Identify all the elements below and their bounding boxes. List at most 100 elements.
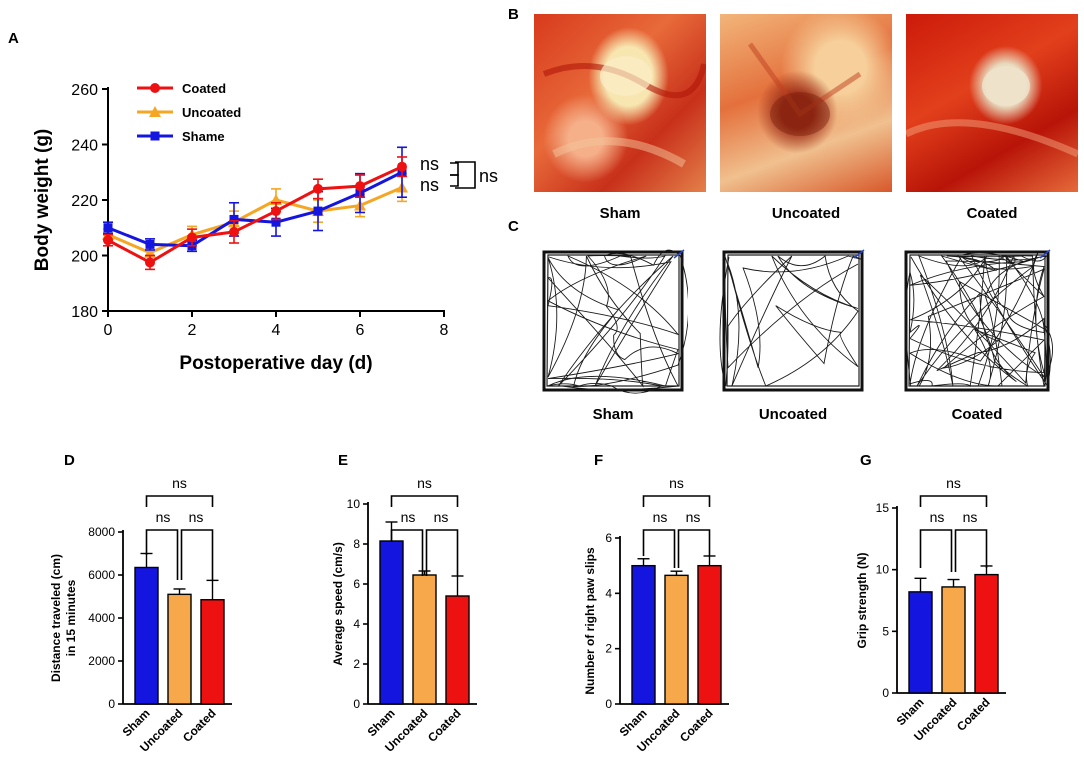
bracket-top — [390, 495, 459, 507]
series-line-uncoated — [107, 186, 403, 255]
y-tick-label: 220 — [71, 193, 98, 210]
y-tick-label: 6000 — [88, 568, 115, 582]
panel-label-a: A — [8, 30, 19, 47]
y-axis-title: in 15 minutes — [64, 579, 78, 656]
y-tick-label: 2 — [605, 642, 612, 656]
y-axis-title: Distance traveled (cm) — [49, 554, 63, 682]
y-tick-label: 6 — [353, 577, 360, 591]
significance-label: ns — [963, 509, 978, 525]
data-point — [313, 206, 323, 216]
data-point — [103, 223, 113, 233]
panel-label-d: D — [64, 452, 75, 469]
significance-label: ns — [189, 509, 204, 525]
data-point — [229, 226, 239, 237]
bar-coated — [697, 564, 722, 705]
movement-trace — [719, 255, 861, 387]
data-point — [313, 183, 323, 194]
movement-trace — [547, 249, 688, 394]
y-tick-label: 8000 — [88, 525, 115, 539]
y-tick-label: 2000 — [88, 654, 115, 668]
bar-sham — [134, 566, 159, 705]
category-label: Coated — [954, 695, 993, 734]
x-tick-label: 8 — [440, 322, 449, 339]
bracket-right — [954, 529, 988, 572]
panel-label-b: B — [508, 6, 519, 23]
category-label: Coated — [425, 706, 464, 745]
bracket-upper — [450, 162, 459, 176]
chart-body-weight: 180 200 220 240 260 0 2 4 6 8 Postoperative day (d… — [32, 81, 498, 374]
data-point — [145, 239, 155, 249]
legend-label: Coated — [182, 81, 226, 96]
y-tick-label: 2 — [353, 657, 360, 671]
bracket-top — [642, 495, 711, 507]
significance-label: ns — [946, 475, 961, 491]
x-tick-label: 2 — [188, 322, 197, 339]
significance-label: ns — [401, 509, 416, 525]
legend-label: Uncoated — [182, 105, 241, 120]
bracket-right — [677, 529, 711, 568]
photo-label-sham: Sham — [599, 205, 641, 222]
y-tick-label: 5 — [882, 624, 889, 638]
legend-label: Shame — [182, 129, 225, 144]
arena-border-inner — [546, 254, 680, 387]
panel-label-e: E — [338, 452, 349, 469]
data-point — [229, 214, 239, 224]
significance-label: ns — [172, 475, 187, 491]
bracket-top — [919, 495, 988, 507]
chart-distance: 02000400060008000ShamUncoatedCoatedDista… — [49, 475, 232, 755]
x-axis-title: Postoperative day (d) — [179, 353, 372, 374]
bar-coated — [445, 595, 470, 705]
legend-marker — [150, 131, 160, 141]
series-line-coated — [107, 165, 403, 265]
significance-label: ns — [669, 475, 684, 491]
track-label-sham: Sham — [592, 406, 634, 423]
track-marker — [853, 249, 865, 259]
track-marker — [1039, 249, 1051, 259]
bar-sham — [631, 564, 656, 705]
y-axis-title: Average speed (cm/s) — [331, 542, 345, 666]
significance-label: ns — [420, 154, 439, 174]
significance-label: ns — [420, 175, 439, 195]
y-tick-label: 0 — [882, 686, 889, 700]
panel-label-c: C — [508, 218, 519, 235]
bar-uncoated — [941, 586, 966, 694]
y-axis-title: Grip strength (N) — [855, 553, 869, 649]
bracket-right — [425, 529, 459, 576]
arena-border — [722, 250, 864, 392]
photo-label-coated: Coated — [966, 205, 1018, 222]
panel-label-g: G — [860, 452, 872, 469]
y-tick-label: 0 — [353, 697, 360, 711]
data-point — [355, 181, 365, 192]
x-tick-label: 4 — [272, 322, 281, 339]
track-label-coated: Coated — [951, 406, 1003, 423]
significance-label: ns — [417, 475, 432, 491]
photo-coated — [906, 14, 1078, 192]
category-label: Coated — [180, 706, 219, 745]
arena-border — [542, 250, 684, 392]
bracket-left — [390, 529, 424, 576]
bracket-right — [180, 529, 214, 580]
bracket-lower — [450, 174, 459, 187]
data-point — [271, 206, 281, 217]
significance-label: ns — [653, 509, 668, 525]
photo-coated-texture — [906, 66, 1078, 158]
y-tick-label: 15 — [876, 501, 890, 515]
movement-trace — [905, 252, 1053, 388]
arena-border — [904, 250, 1050, 392]
category-label: Coated — [677, 706, 716, 745]
significance-label: ns — [930, 509, 945, 525]
bracket-top — [145, 495, 214, 507]
track-label-uncoated: Uncoated — [758, 406, 828, 423]
bracket-left — [642, 529, 676, 568]
y-tick-label: 180 — [71, 304, 98, 321]
bar-sham — [908, 591, 933, 694]
bar-coated — [200, 599, 225, 705]
bar-coated — [974, 573, 999, 694]
significance-label: ns — [686, 509, 701, 525]
legend-marker — [149, 106, 161, 117]
x-tick-label: 0 — [104, 322, 113, 339]
photo-uncoated-texture — [747, 42, 862, 136]
